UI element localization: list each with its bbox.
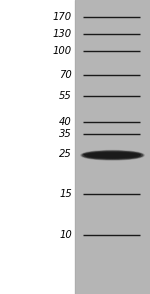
Text: 100: 100 <box>53 46 72 56</box>
Text: 55: 55 <box>59 91 72 101</box>
Text: 25: 25 <box>59 149 72 159</box>
Text: 15: 15 <box>59 189 72 199</box>
Text: 170: 170 <box>53 12 72 22</box>
Ellipse shape <box>82 151 142 159</box>
Text: 10: 10 <box>59 230 72 240</box>
Text: 40: 40 <box>59 117 72 127</box>
Text: 70: 70 <box>59 70 72 80</box>
Text: 130: 130 <box>53 29 72 39</box>
Ellipse shape <box>85 152 140 158</box>
Ellipse shape <box>88 153 137 157</box>
Ellipse shape <box>81 151 144 160</box>
Bar <box>75 0 150 294</box>
Text: 35: 35 <box>59 129 72 139</box>
